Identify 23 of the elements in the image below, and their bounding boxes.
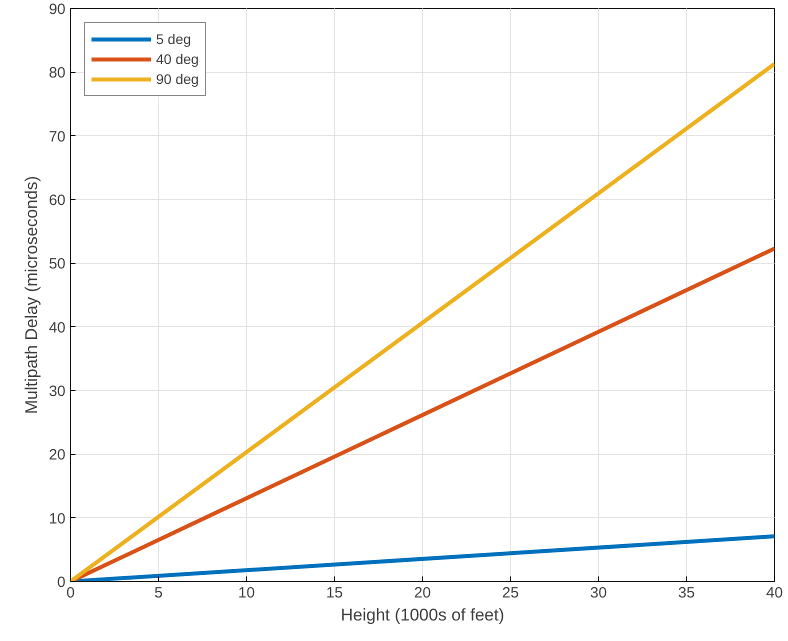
y-axis-title: Multipath Delay (microseconds)	[22, 176, 41, 414]
y-tick-label: 60	[48, 192, 66, 209]
y-tick-label: 40	[48, 319, 66, 336]
y-tick-label: 0	[57, 574, 66, 591]
legend-label: 5 deg	[156, 31, 192, 47]
legend-label: 40 deg	[156, 51, 199, 67]
y-tick-label: 90	[48, 1, 66, 18]
y-tick-label: 10	[48, 510, 66, 528]
legend-label: 90 deg	[156, 71, 199, 87]
y-tick-label: 70	[48, 128, 66, 146]
x-tick-label: 35	[678, 584, 695, 602]
y-tick-label: 20	[48, 446, 66, 464]
x-tick-label: 15	[326, 584, 343, 602]
x-tick-label: 5	[154, 584, 163, 602]
x-tick-label: 10	[238, 584, 255, 602]
y-tick-label: 80	[48, 64, 66, 82]
y-tick-label: 50	[48, 256, 66, 273]
x-tick-label: 25	[502, 584, 519, 602]
x-tick-label: 20	[414, 584, 431, 602]
x-axis-title: Height (1000s of feet)	[340, 606, 504, 624]
y-tick-label: 30	[48, 383, 66, 400]
x-tick-label: 30	[590, 584, 607, 602]
x-tick-label: 40	[766, 584, 783, 602]
